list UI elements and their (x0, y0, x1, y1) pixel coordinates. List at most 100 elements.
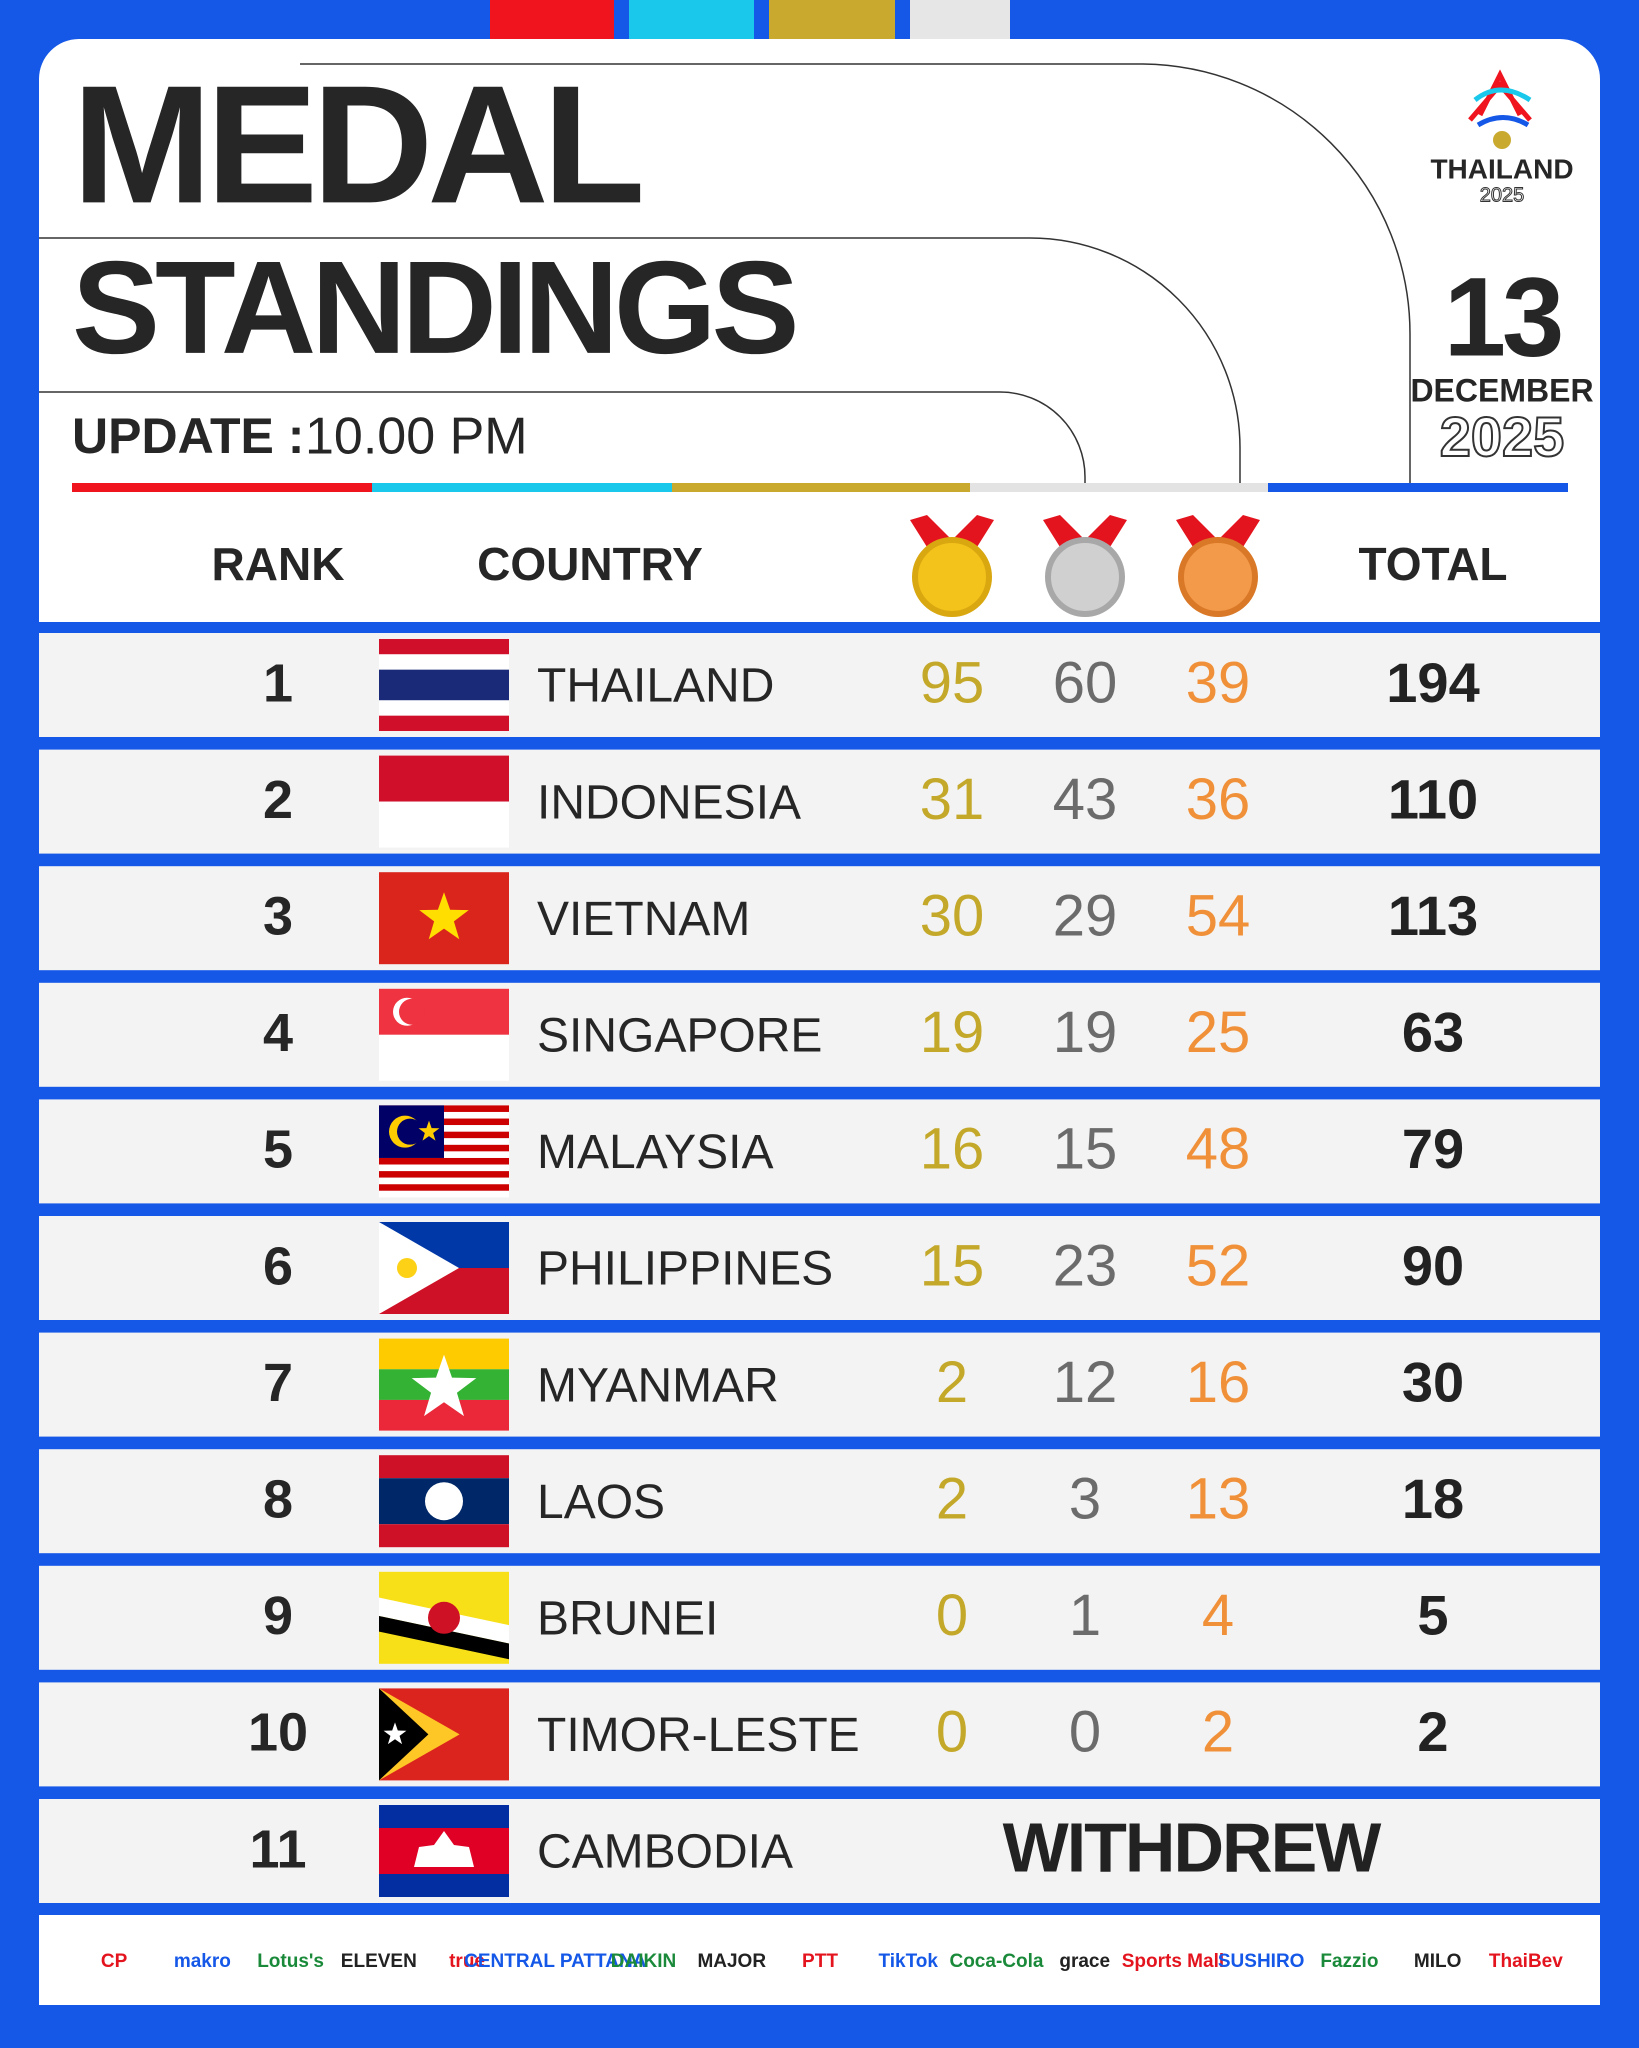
sponsor-logo: true (449, 1951, 485, 1972)
total: 110 (1388, 767, 1478, 830)
country-name: TIMOR-LESTE (537, 1709, 860, 1762)
table-row (39, 982, 1600, 1087)
medal (1178, 537, 1258, 617)
column-header: TOTAL (1358, 538, 1507, 590)
medal-count: 23 (1053, 1233, 1118, 1298)
medal-count: 3 (1069, 1467, 1101, 1532)
top-strip (629, 0, 754, 39)
rank: 11 (249, 1819, 306, 1879)
medal-count: 36 (1186, 767, 1251, 832)
flag-stripe (379, 1399, 509, 1431)
flag-stripe (379, 1190, 509, 1198)
rank: 2 (263, 770, 293, 830)
medal-count: 16 (1186, 1350, 1251, 1415)
medal-count: 2 (936, 1467, 968, 1532)
medal-count: 19 (920, 1000, 985, 1065)
logo-year: 2025 (1480, 184, 1525, 206)
flag-emblem (399, 998, 425, 1025)
medal-count: 19 (1053, 1000, 1118, 1065)
rank: 9 (263, 1586, 293, 1646)
total: 30 (1402, 1350, 1464, 1413)
flag-band (379, 1615, 509, 1660)
flag-stripe (379, 1157, 509, 1165)
table-row (39, 1332, 1600, 1437)
sponsor-logo: MILO (1414, 1951, 1462, 1972)
medal-count: 30 (920, 884, 985, 949)
sponsor-logo: grace (1059, 1951, 1110, 1972)
flag-stripe (379, 639, 509, 655)
medal-count: 54 (1186, 884, 1251, 949)
flag-stripe (379, 1164, 509, 1172)
table-row (39, 1682, 1600, 1787)
flag-star (383, 1722, 407, 1745)
rank: 8 (263, 1469, 293, 1529)
total: 5 (1417, 1584, 1448, 1647)
country-name: LAOS (537, 1476, 665, 1529)
medal-count: 16 (920, 1117, 985, 1182)
country-name: BRUNEI (537, 1592, 718, 1645)
rank: 3 (263, 886, 293, 946)
table-row (39, 1216, 1600, 1320)
flag-stripe (379, 1184, 509, 1191)
medal-count: 4 (1202, 1583, 1234, 1648)
sponsor-logo: ThaiBev (1489, 1951, 1563, 1972)
column-header: COUNTRY (477, 538, 703, 590)
total: 63 (1402, 1001, 1464, 1064)
update-time: 10.00 PM (305, 408, 528, 466)
flag-stripe (379, 654, 509, 670)
flag-stripe (379, 1455, 509, 1479)
medal-count: 43 (1053, 767, 1118, 832)
medal-count: 60 (1053, 650, 1118, 715)
total: 2 (1417, 1700, 1448, 1763)
sponsor-logo: PTT (802, 1951, 838, 1972)
table-row (39, 633, 1600, 737)
top-strip (769, 0, 895, 39)
sponsor-logo: ELEVEN (341, 1951, 417, 1972)
medal-count: 2 (1202, 1700, 1234, 1765)
flag-triangle (379, 1688, 429, 1781)
total: 194 (1386, 651, 1479, 714)
medal-count: 39 (1186, 650, 1251, 715)
total: 113 (1388, 884, 1478, 947)
rank: 5 (263, 1120, 293, 1180)
color-bar (970, 483, 1268, 492)
flag-stripe (379, 755, 509, 802)
flag-stripe (379, 1034, 509, 1081)
sponsor-logo: Sports Mall (1122, 1951, 1224, 1972)
flag-emblem (428, 1601, 460, 1634)
flag-emblem (414, 1831, 474, 1867)
rank: 10 (248, 1703, 308, 1763)
date-day: 13 (1444, 255, 1561, 380)
table-row (39, 1449, 1600, 1554)
column-header: RANK (212, 538, 345, 590)
country-name: INDONESIA (537, 776, 801, 829)
total: 18 (1402, 1467, 1464, 1530)
flag-stripe (379, 1874, 509, 1897)
country-name: CAMBODIA (537, 1826, 793, 1879)
logo-name: THAILAND (1430, 153, 1573, 184)
color-bar (372, 483, 672, 492)
decor-curves (39, 63, 1411, 487)
medal-count: 15 (920, 1233, 985, 1298)
title: MEDAL (72, 50, 641, 238)
country-name: MYANMAR (537, 1359, 779, 1412)
medal-count: 12 (1053, 1350, 1118, 1415)
medal-count: 31 (920, 767, 985, 832)
flag-stripe (379, 1805, 509, 1828)
medal-count: 95 (920, 650, 985, 715)
sponsor-logo: CENTRAL PATTANA (464, 1951, 647, 1972)
flag-stripe (379, 669, 509, 701)
rank: 4 (263, 1003, 293, 1063)
medal-count: 0 (1069, 1700, 1101, 1765)
country-name: SINGAPORE (537, 1009, 822, 1062)
status: WITHDREW (1003, 1808, 1382, 1886)
medal-count: 48 (1186, 1117, 1251, 1182)
rank: 6 (263, 1236, 293, 1296)
medal-count: 13 (1186, 1467, 1251, 1532)
medal-count: 2 (936, 1350, 968, 1415)
country-name: PHILIPPINES (537, 1243, 833, 1296)
country-name: VIETNAM (537, 893, 750, 946)
medal-count: 0 (936, 1700, 968, 1765)
